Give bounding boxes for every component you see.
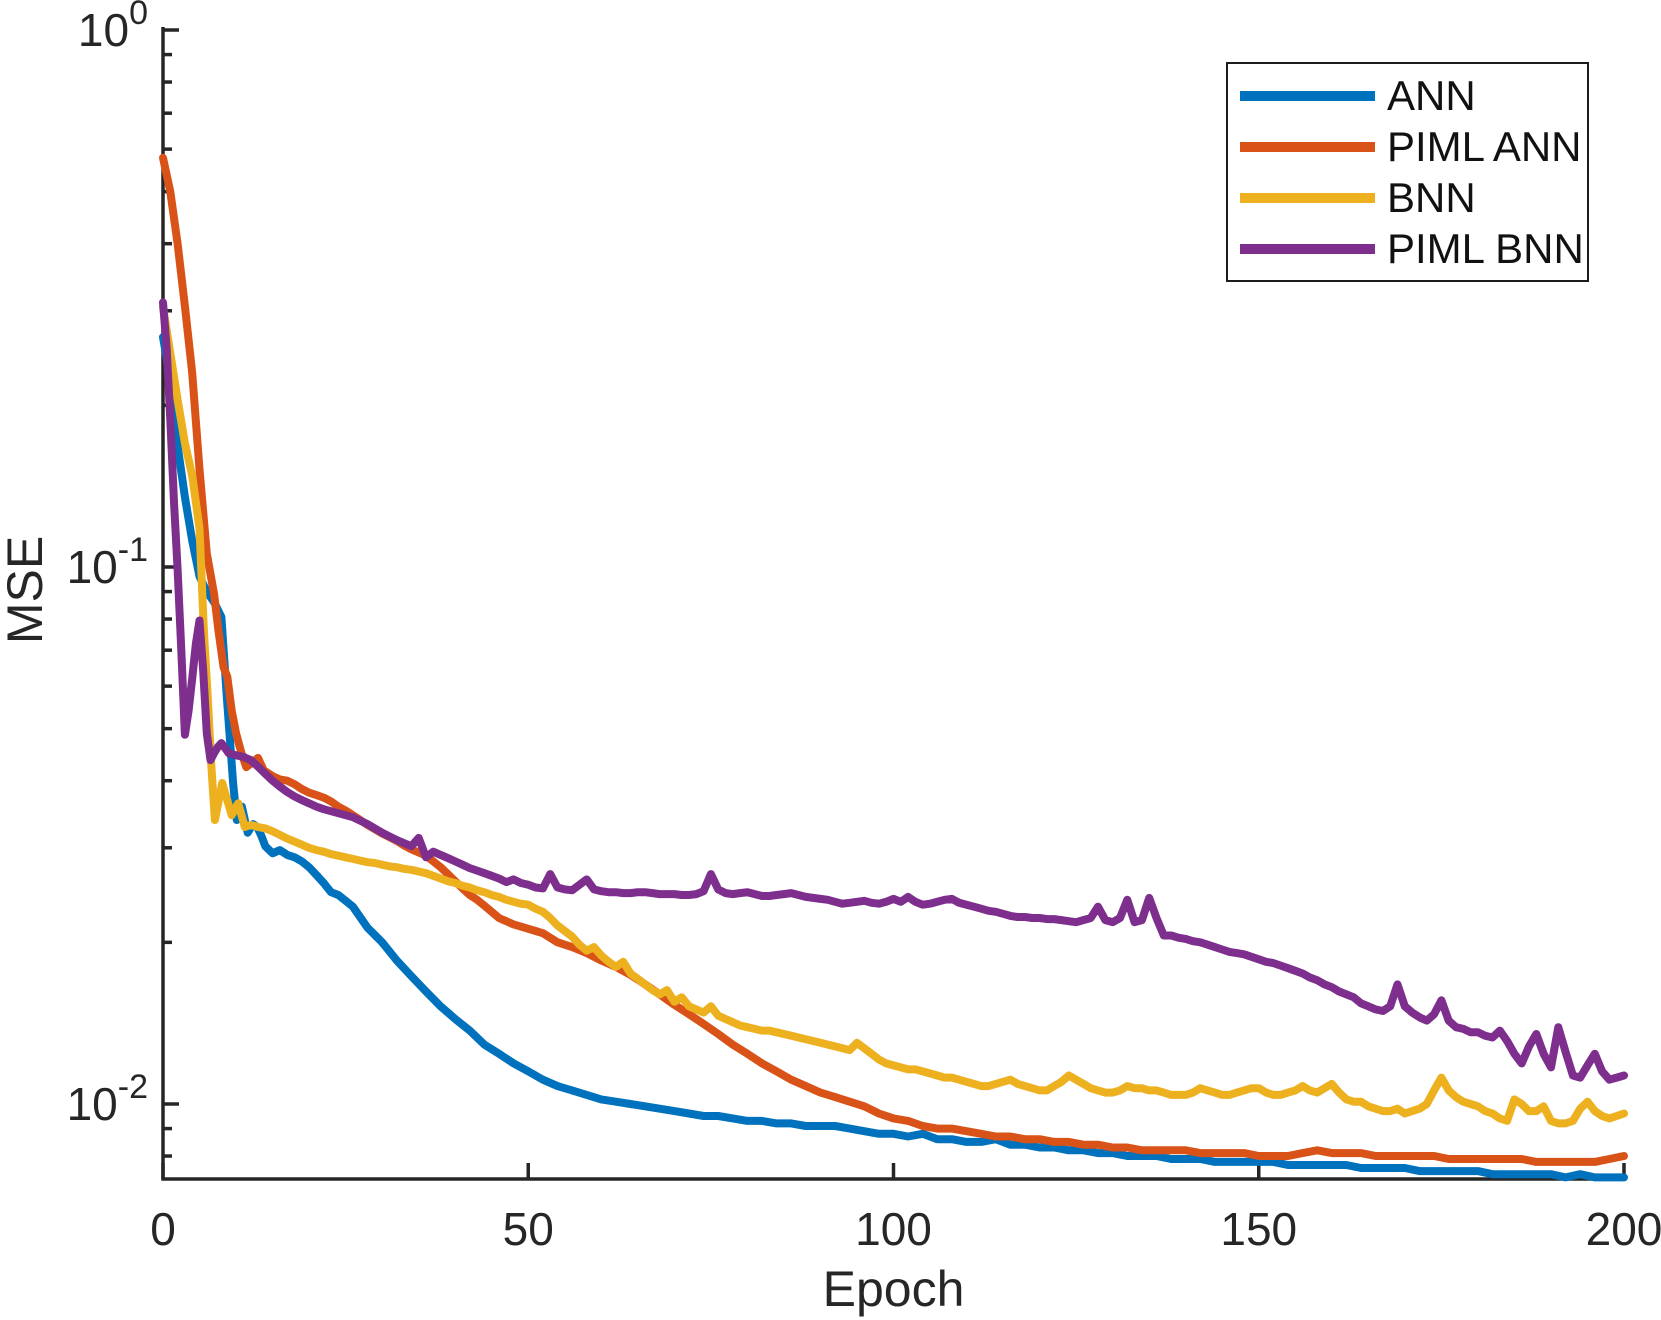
- ann-curve: [159, 333, 1628, 1182]
- legend-item-piml-bnn: PIML BNN: [1228, 223, 1587, 274]
- legend-label-piml-ann: PIML ANN: [1387, 122, 1582, 170]
- x-axis-label: Epoch: [823, 1261, 965, 1317]
- legend-item-ann: ANN: [1228, 70, 1587, 121]
- y-tick-label-1e0: 100: [78, 0, 148, 56]
- piml-bnn-curve: [159, 298, 1628, 1084]
- legend-label-bnn: BNN: [1387, 173, 1476, 221]
- legend-label-piml-bnn: PIML BNN: [1387, 224, 1584, 272]
- y-tick-label-1e-1: 10-1: [67, 531, 148, 593]
- x-tick-label-0: 0: [150, 1203, 176, 1255]
- piml-bnn-line-swatch: [1240, 243, 1375, 254]
- y-axis-label: MSE: [0, 536, 53, 644]
- legend: ANN PIML ANN BNN PIML BNN: [1226, 62, 1589, 282]
- legend-label-ann: ANN: [1387, 71, 1476, 119]
- x-tick-label-100: 100: [855, 1203, 932, 1255]
- legend-item-bnn: BNN: [1228, 172, 1587, 223]
- x-tick-label-50: 50: [503, 1203, 554, 1255]
- bnn-line-swatch: [1240, 192, 1375, 203]
- x-tick-label-200: 200: [1586, 1203, 1661, 1255]
- y-tick-label-1e-2: 10-2: [67, 1068, 148, 1130]
- piml-ann-curve: [159, 153, 1628, 1166]
- x-tick-label-150: 150: [1220, 1203, 1297, 1255]
- legend-item-piml-ann: PIML ANN: [1228, 121, 1587, 172]
- ann-line-swatch: [1240, 90, 1375, 101]
- bnn-curve: [159, 302, 1628, 1128]
- piml-ann-line-swatch: [1240, 141, 1375, 152]
